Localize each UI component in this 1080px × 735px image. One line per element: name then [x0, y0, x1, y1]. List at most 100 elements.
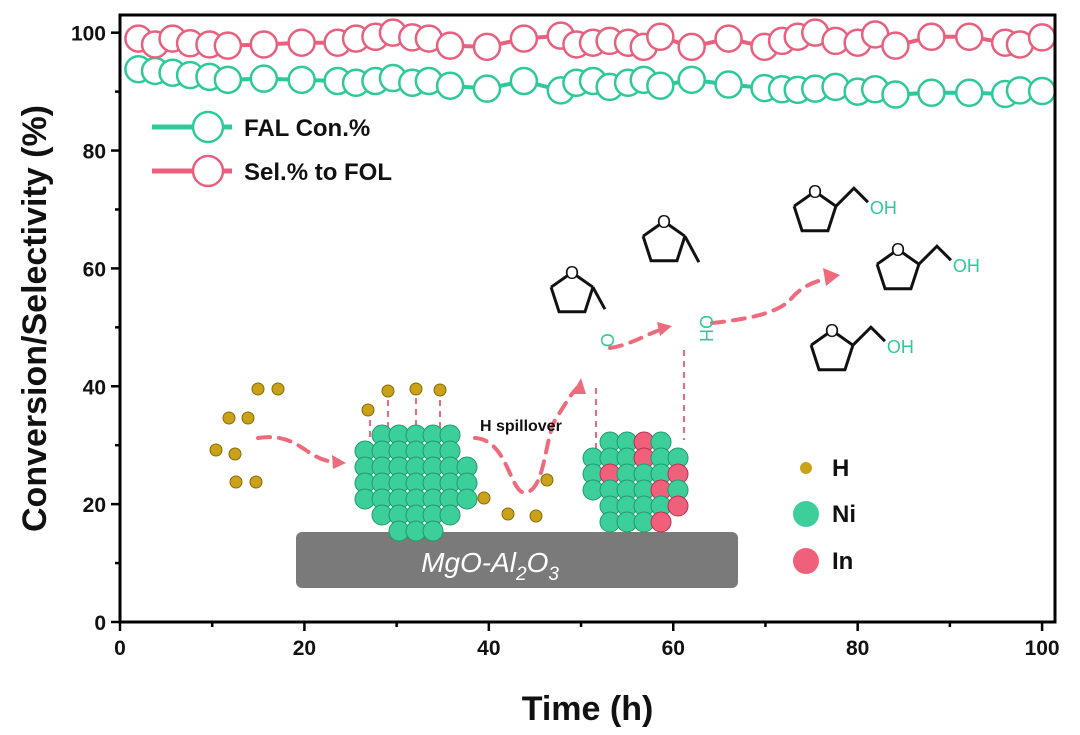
legend-marker: [191, 110, 225, 144]
hydrogen-atom: [501, 507, 515, 521]
data-point: [646, 71, 675, 100]
data-point: [249, 64, 279, 93]
ring-oxygen: O: [891, 240, 905, 260]
legend-marker: [191, 154, 225, 188]
hydrogen-atom: [251, 382, 265, 396]
carbonyl-oxygen: O: [597, 333, 617, 347]
legend: FAL Con.% Sel.% to FOL: [152, 110, 392, 188]
ring-bond: [549, 286, 595, 314]
arrow-path: [608, 328, 662, 350]
arrow-head: [823, 268, 840, 286]
nickel-atom: [456, 488, 478, 510]
ring-bond: [875, 263, 921, 291]
spillover-label: H spillover: [480, 418, 562, 435]
y-tick-label: 40: [83, 376, 106, 399]
data-point: [1027, 76, 1057, 106]
nickel-atom: [439, 504, 461, 526]
furfural: O: [549, 263, 595, 314]
data-point: [714, 70, 743, 99]
data-point: [646, 22, 675, 52]
data-point: [954, 78, 984, 108]
axes: 0 20 40 60 80 100 0 20 40 60 80 100 Time (h) Conversi…: [16, 13, 1060, 728]
data-point: [917, 22, 946, 52]
ring-bond: [819, 193, 837, 208]
x-tick-label: 60: [662, 637, 685, 660]
hydrogen-atom: [249, 475, 263, 489]
hydrogen-atom: [381, 384, 395, 398]
series-selectivity: [124, 18, 1057, 62]
data-point: [881, 80, 910, 109]
adsorbed-furfuryl-alcohol: O: [641, 212, 687, 263]
x-tick-label: 40: [477, 637, 500, 660]
data-point: [509, 24, 539, 53]
nickel-atom: [422, 520, 444, 542]
furfuryl-alcohol: O: [792, 182, 838, 233]
data-point: [472, 74, 502, 103]
x-tick-label: 80: [846, 637, 869, 660]
side-chain: [834, 186, 869, 208]
support-label-part: 3: [548, 564, 559, 585]
data-point: [213, 31, 243, 60]
hydroxyl-label: OH: [887, 337, 914, 357]
hydrogen-atom: [540, 473, 554, 487]
ring-oxygen: O: [825, 321, 839, 341]
data-point: [677, 65, 706, 95]
arrow-head: [572, 378, 586, 394]
legend-label: Sel.% to FOL: [244, 159, 392, 186]
hydroxyl-label: OH: [953, 256, 980, 276]
x-tick-label: 100: [1025, 637, 1060, 660]
ring-bond: [810, 332, 828, 347]
ring-oxygen: O: [808, 182, 822, 202]
hydrogen-atom: [271, 382, 285, 396]
data-point: [249, 30, 279, 59]
hydrogen-atom: [361, 403, 375, 417]
plot-area: [124, 18, 1057, 109]
y-tick-label: 100: [71, 23, 106, 46]
data-point: [213, 65, 243, 95]
support-slab: [296, 532, 738, 588]
ring-bond: [902, 251, 920, 266]
x-tick-label: 0: [114, 637, 126, 660]
y-tick-label: 20: [83, 494, 106, 517]
data-point: [714, 24, 743, 53]
hydrogen-atom: [209, 443, 223, 457]
hydrogen-atom: [222, 411, 236, 425]
furfuryl-alcohol: O: [809, 321, 855, 372]
data-point: [509, 66, 539, 96]
legend-ni-marker: [793, 501, 819, 527]
metal-nanoparticle: [354, 424, 478, 542]
indium-atom: [650, 511, 672, 533]
ring-bond: [836, 332, 854, 347]
y-tick-label: 80: [83, 141, 106, 164]
scheme-legend-label: H: [832, 455, 849, 482]
ring-bond: [668, 223, 686, 238]
ring-bond: [809, 344, 855, 372]
data-point: [1027, 23, 1057, 52]
ring-bond: [641, 235, 687, 263]
vertical-hydroxyl: OH: [696, 315, 716, 342]
hydrogen-atom: [229, 475, 243, 489]
arrow-head: [657, 322, 672, 336]
ring-bond: [576, 274, 594, 289]
side-chain: [591, 286, 607, 310]
ring-bond: [642, 223, 660, 238]
data-point: [677, 32, 706, 62]
plot-frame: [118, 13, 1057, 624]
y-tick-label: 0: [94, 612, 106, 635]
support-label: MgO-Al2O3: [421, 547, 559, 585]
hydrogen-atom: [433, 383, 447, 397]
ring-bond: [792, 205, 838, 233]
furfuryl-alcohol: O: [875, 240, 921, 291]
x-axis-label: Time (h): [522, 690, 654, 728]
support-label-part: 2: [515, 564, 527, 585]
data-point: [881, 31, 910, 60]
indium-atom: [667, 495, 689, 517]
support-label-part: MgO-Al: [421, 547, 517, 578]
ring-bond: [550, 274, 568, 289]
x-tick-label: 20: [293, 637, 316, 660]
scheme-legend-label: In: [832, 548, 853, 575]
series-conversion: [124, 54, 1057, 109]
data-point: [472, 32, 502, 62]
